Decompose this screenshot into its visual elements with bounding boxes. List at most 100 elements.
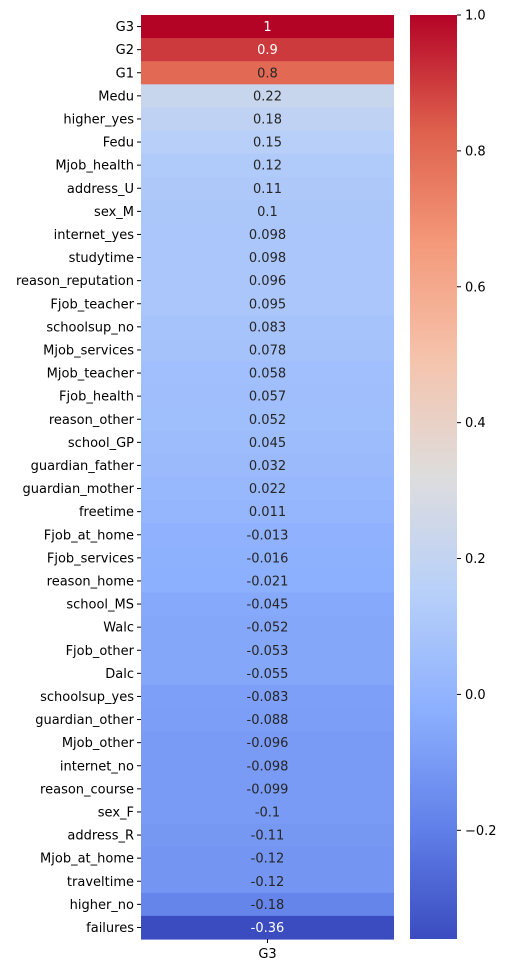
- heatmap-cell-school_MS: [141, 592, 394, 617]
- cell-value-label: 0.011: [249, 505, 286, 520]
- cell-value-label: -0.053: [247, 644, 289, 659]
- row-label: reason_course: [40, 782, 134, 797]
- colorbar-tick-label: 0.8: [465, 144, 486, 159]
- cell-value-label: -0.36: [251, 921, 285, 936]
- heatmap-cell-sex_M: [141, 199, 394, 224]
- heatmap-cell-traveltime: [141, 869, 394, 894]
- cell-value-label: 0.18: [253, 112, 282, 127]
- heatmap-cell-Dalc: [141, 661, 394, 686]
- row-label: Fjob_teacher: [50, 297, 134, 312]
- colorbar: 1.0 0.8 0.6 0.4 0.2 0.0 −0.2: [410, 9, 497, 939]
- heatmap-cells: [141, 15, 394, 940]
- row-label: Fjob_health: [59, 390, 134, 405]
- row-label: Medu: [98, 89, 134, 104]
- heatmap-cell-Mjob_services: [141, 338, 394, 363]
- heatmap-cell-schoolsup_no: [141, 315, 394, 339]
- cell-value-label: 0.045: [249, 436, 286, 451]
- cell-value-label: 0.098: [249, 228, 286, 243]
- cell-value-label: -0.096: [247, 736, 289, 751]
- heatmap-cell-guardian_mother: [141, 477, 394, 501]
- heatmap-cell-Fedu: [141, 130, 394, 155]
- row-label: Mjob_teacher: [47, 367, 135, 382]
- cell-value-label: 0.057: [249, 390, 286, 405]
- cell-value-label: 0.078: [249, 343, 286, 358]
- cell-value-label: 0.032: [249, 459, 286, 474]
- row-label: Fjob_other: [66, 644, 135, 659]
- colorbar-tick-label: 1.0: [465, 9, 486, 24]
- cell-value-label: 0.8: [257, 66, 278, 81]
- cell-value-label: -0.12: [251, 875, 285, 890]
- heatmap-cell-freetime: [141, 500, 394, 524]
- row-label: internet_yes: [54, 228, 135, 243]
- cell-value-label: 0.22: [253, 89, 282, 104]
- cell-value-label: -0.055: [247, 667, 289, 682]
- row-label: Dalc: [105, 667, 134, 682]
- row-label: schoolsup_yes: [40, 690, 134, 705]
- row-label: failures: [86, 921, 134, 936]
- cell-value-label: -0.098: [247, 759, 289, 774]
- row-label: reason_reputation: [16, 274, 134, 289]
- heatmap-cell-Mjob_at_home: [141, 846, 394, 871]
- heatmap-cell-failures: [141, 915, 394, 940]
- row-label: sex_M: [94, 205, 134, 220]
- row-label: higher_yes: [63, 112, 134, 127]
- row-label: address_R: [67, 829, 134, 844]
- column-labels: G3: [258, 939, 277, 962]
- colorbar-tick-label: −0.2: [465, 824, 497, 839]
- heatmap-cell-reason_home: [141, 569, 394, 594]
- heatmap-cell-Walc: [141, 615, 394, 640]
- heatmap-cell-G2: [141, 38, 394, 62]
- heatmap-cell-schoolsup_yes: [141, 684, 394, 709]
- column-label: G3: [258, 947, 276, 962]
- cell-labels: 1 0.9 0.8 0.22 0.18 0.15 0.12 0.11 0.1 0.098 0.098…: [247, 20, 289, 936]
- row-label: traveltime: [67, 875, 134, 890]
- row-label: freetime: [79, 505, 134, 520]
- heatmap-cell-G1: [141, 61, 394, 85]
- cell-value-label: 0.1: [257, 205, 278, 220]
- cell-value-label: 0.022: [249, 482, 286, 497]
- row-label: guardian_mother: [23, 482, 135, 497]
- heatmap-cell-reason_course: [141, 777, 394, 801]
- cell-value-label: -0.083: [247, 690, 289, 705]
- row-label: guardian_other: [35, 713, 134, 728]
- heatmap-cell-reason_other: [141, 407, 394, 432]
- row-label: school_GP: [68, 436, 134, 451]
- cell-value-label: -0.045: [247, 598, 289, 613]
- row-label: sex_F: [98, 805, 134, 820]
- row-label: Mjob_at_home: [40, 852, 134, 867]
- cell-value-label: -0.016: [247, 551, 289, 566]
- colorbar-tick-label: 0.4: [465, 416, 486, 431]
- heatmap-cell-address_U: [141, 176, 394, 201]
- cell-value-label: 1: [263, 20, 271, 35]
- row-label: Mjob_health: [55, 159, 134, 174]
- colorbar-tick-label: 0.2: [465, 552, 486, 567]
- cell-value-label: -0.088: [247, 713, 289, 728]
- cell-value-label: -0.021: [247, 574, 289, 589]
- cell-value-label: -0.11: [251, 829, 285, 844]
- cell-value-label: 0.052: [249, 413, 286, 428]
- row-label: Fjob_services: [47, 551, 134, 566]
- heatmap-cell-address_R: [141, 823, 394, 848]
- cell-value-label: -0.052: [247, 621, 289, 636]
- cell-value-label: 0.095: [249, 297, 286, 312]
- colorbar-tick-label: 0.6: [465, 280, 486, 295]
- cell-value-label: 0.083: [249, 320, 286, 335]
- row-label: Mjob_other: [62, 736, 135, 751]
- heatmap-cell-internet_yes: [141, 222, 394, 247]
- cell-value-label: 0.15: [253, 136, 282, 151]
- cell-value-label: -0.013: [247, 528, 289, 543]
- row-label: schoolsup_no: [46, 320, 134, 335]
- row-label: reason_other: [49, 413, 135, 428]
- heatmap-cell-G3: [141, 15, 394, 39]
- cell-value-label: 0.12: [253, 159, 282, 174]
- cell-value-label: -0.099: [247, 782, 289, 797]
- heatmap-cell-higher_no: [141, 892, 394, 917]
- heatmap-cell-Fjob_other: [141, 638, 394, 663]
- cell-value-label: -0.1: [255, 805, 280, 820]
- row-label: Walc: [103, 621, 134, 636]
- row-label: studytime: [69, 251, 134, 266]
- heatmap-cell-higher_yes: [141, 107, 394, 132]
- cell-value-label: -0.18: [251, 898, 285, 913]
- cell-value-label: 0.098: [249, 251, 286, 266]
- colorbar-tick-label: 0.0: [465, 688, 486, 703]
